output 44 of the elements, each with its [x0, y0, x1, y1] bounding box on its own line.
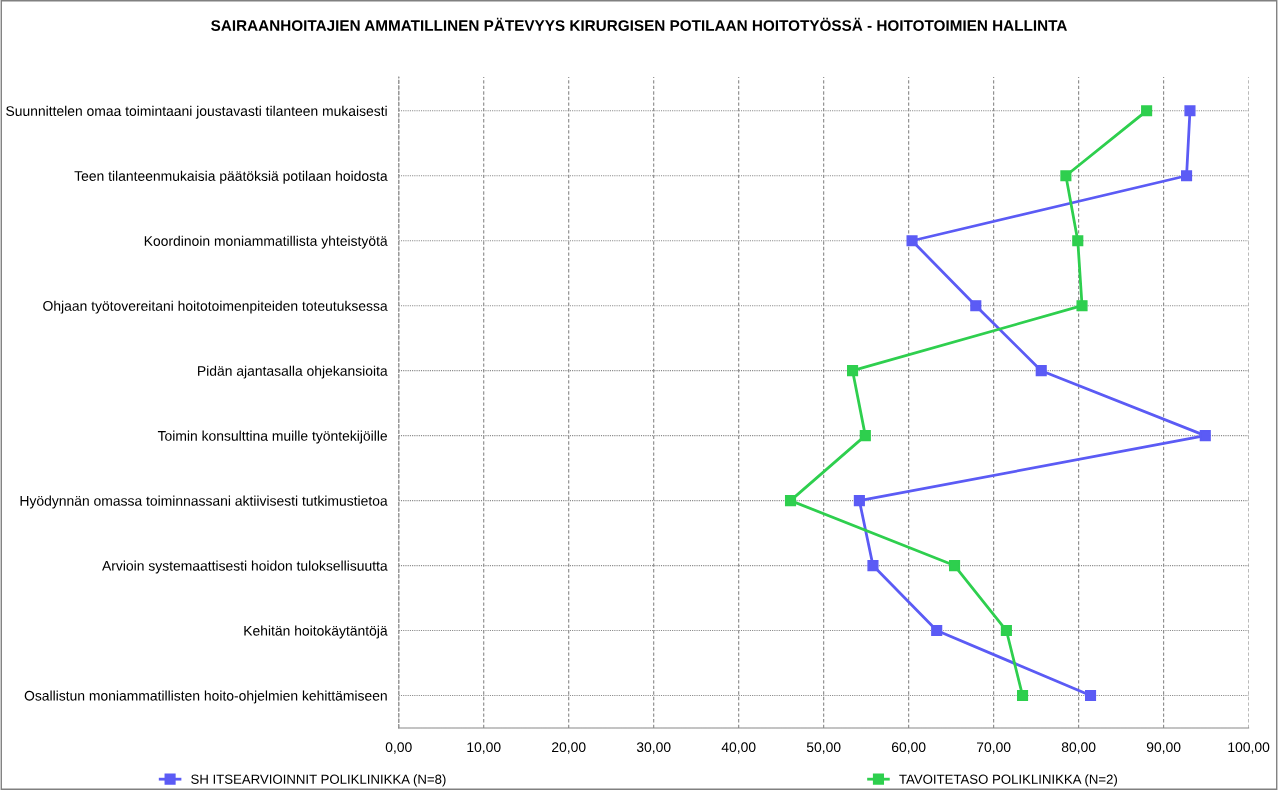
- point: [906, 235, 918, 247]
- x-tick-label: 30,00: [636, 742, 671, 754]
- y-tick-label: Hyödynnän omassa toiminnassani aktiivisesti tutkimustietoa: [20, 495, 388, 509]
- y-tick-label: Kehitän hoitokäytäntöjä: [244, 625, 388, 639]
- chart-title: SAIRAANHOITAJIEN AMMATILLINEN PÄTEVYYS KIRURGISEN POTILAAN HOITOTYÖSSÄ - HOITOTOIMIEN HALLINTA: [211, 17, 1067, 31]
- x-tick-label: 40,00: [721, 742, 756, 754]
- x-tick-label: 80,00: [1061, 742, 1096, 754]
- point: [931, 624, 943, 637]
- x-tick-label: 70,00: [976, 742, 1011, 754]
- y-tick-label: Toimin konsulttina muille työntekijöille: [157, 430, 388, 444]
- legend-label: SH ITSEARVIOINNIT POLIKLINIKKA (N=8): [191, 774, 446, 787]
- y-tick-label: Koordinoin moniammatillista yhteistyötä: [144, 235, 388, 249]
- point: [847, 365, 859, 377]
- point: [1141, 105, 1153, 117]
- y-tick-label: Teen tilanteenmukaisia päätöksiä potilaan hoidosta: [74, 170, 388, 184]
- y-tick-label: Osallistun moniammatillisten hoito-ohjelmien kehittämiseen: [24, 690, 387, 704]
- point: [1060, 170, 1072, 182]
- legend-label: TAVOITETASO POLIKLINIKKA (N=2): [899, 774, 1117, 787]
- y-tick-label: Ohjaan työtovereitani hoitotoimenpiteiden toteutuksessa: [43, 300, 388, 314]
- x-tick-label: 20,00: [552, 742, 586, 754]
- x-tick-label: 10,00: [467, 742, 501, 754]
- x-tick-label: 90,00: [1146, 742, 1181, 754]
- point: [784, 495, 797, 507]
- point: [859, 430, 871, 442]
- y-tick-label: Arvioin systemaattisesti hoidon tuloksellisuutta: [102, 560, 388, 574]
- point: [1084, 689, 1097, 702]
- point: [1181, 170, 1193, 182]
- point: [1076, 300, 1088, 312]
- point: [867, 560, 879, 572]
- y-tick-label: Suunnittelen omaa toimintaani joustavasti tilanteen mukaisesti: [6, 105, 387, 119]
- y-tick-label: Pidän ajantasalla ohjekansioita: [198, 365, 388, 379]
- x-tick-label: 0,00: [385, 742, 412, 754]
- x-tick-label: 60,00: [891, 742, 926, 754]
- point: [948, 560, 961, 572]
- point: [970, 300, 982, 312]
- point: [1000, 624, 1012, 637]
- point: [853, 495, 865, 507]
- point: [1072, 235, 1084, 247]
- x-tick-label: 50,00: [806, 742, 841, 754]
- point: [1184, 105, 1196, 117]
- point: [1199, 430, 1211, 442]
- point: [1035, 365, 1047, 377]
- x-tick-label: 100,00: [1228, 742, 1270, 754]
- point: [1016, 689, 1029, 702]
